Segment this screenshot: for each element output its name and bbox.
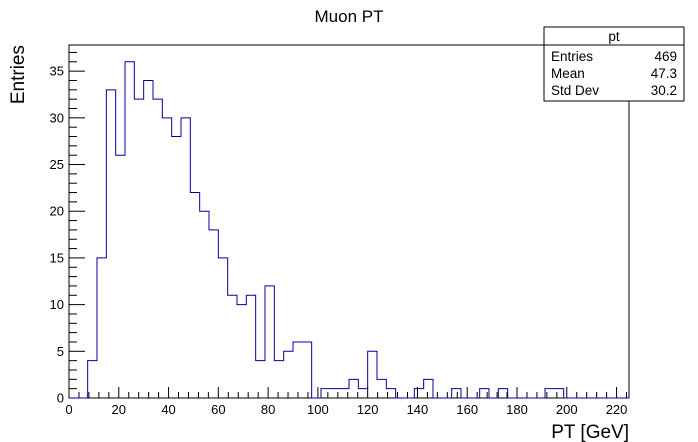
stats-label-entries: Entries [551,49,593,64]
chart-title: Muon PT [315,7,384,26]
y-tick-label: 15 [50,250,64,265]
histogram-series-line [69,61,629,399]
x-tick-label: 220 [606,402,628,417]
x-tick-label: 140 [407,402,429,417]
y-tick-label: 10 [50,297,64,312]
x-tick-label: 0 [65,402,72,417]
stats-value-mean: 47.3 [651,66,677,81]
x-tick-label: 60 [211,402,225,417]
x-tick-labels: 0 20 40 60 80 100 120 140 160 180 200 220 [65,402,627,417]
stats-value-stddev: 30.2 [651,83,677,98]
stats-value-entries: 469 [654,49,677,64]
stats-box: pt Entries 469 Mean 47.3 Std Dev 30.2 [543,26,685,102]
y-tick-label: 35 [50,64,64,79]
y-axis-title: Entries [8,45,29,104]
x-tick-label: 180 [506,402,528,417]
y-tick-labels: 0 5 10 15 20 25 30 35 [50,64,64,406]
y-tick-label: 30 [50,110,64,125]
x-tick-label: 160 [456,402,478,417]
x-tick-label: 120 [357,402,379,417]
stats-label-stddev: Std Dev [551,83,599,98]
axis-ticks [68,51,628,399]
x-tick-label: 40 [161,402,175,417]
y-tick-label: 25 [50,157,64,172]
plot-frame [68,44,630,399]
stats-box-name: pt [608,29,620,44]
x-tick-label: 20 [112,402,126,417]
stats-box-frame [543,26,685,102]
x-tick-label: 80 [261,402,275,417]
x-tick-label: 100 [307,402,329,417]
y-tick-label: 20 [50,204,64,219]
x-axis-title: PT [GeV] [551,422,629,442]
y-tick-label: 5 [57,344,64,359]
y-tick-label: 0 [57,391,64,406]
x-tick-label: 200 [556,402,578,417]
stats-label-mean: Mean [551,66,585,81]
